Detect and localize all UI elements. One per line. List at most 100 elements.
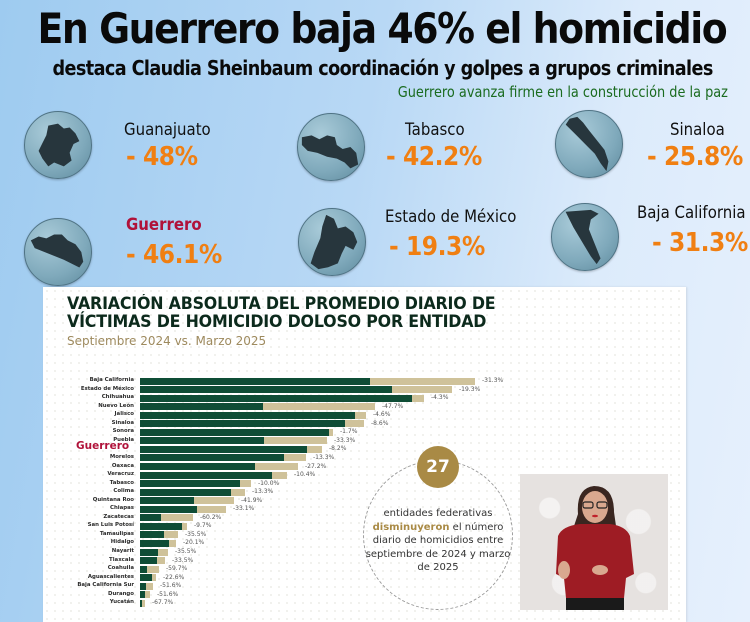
state-name-baja-california: Baja California [637, 203, 746, 223]
sinaloa-map-icon [555, 110, 623, 178]
row-value-label: -20.1% [183, 539, 205, 547]
bar-march-2025 [140, 565, 147, 573]
chart-row: Colima -13.3% [43, 488, 503, 496]
row-value-label: -35.5% [185, 530, 207, 538]
row-label: Baja California [89, 377, 134, 383]
state-pct-guanajuato: - 48% [126, 142, 198, 172]
row-value-label: -41.9% [241, 496, 263, 504]
bar-september-2024 [140, 565, 159, 573]
chart-row: Nuevo León -47.7% [43, 403, 503, 411]
row-value-label: -27.2% [305, 462, 327, 470]
bar-march-2025 [140, 497, 194, 505]
row-label: Tabasco [109, 479, 134, 486]
bar-september-2024 [140, 591, 150, 599]
chart-title: VARIACIÓN ABSOLUTA DEL PROMEDIO DIARIO D… [67, 294, 496, 331]
row-label: Nuevo León [98, 402, 134, 409]
row-label: Tlaxcala [109, 556, 134, 563]
chart-row: Quintana Roo -41.9% [43, 497, 503, 505]
row-value-label: -67.7% [152, 599, 174, 607]
chart-subtitle: Septiembre 2024 vs. Marzo 2025 [67, 334, 267, 348]
row-label: Quintana Roo [92, 496, 134, 503]
subheadline: destaca Claudia Sheinbaum coordinación y… [52, 56, 714, 80]
bar-march-2025 [140, 557, 157, 565]
state-pct-estado-de-mexico: - 19.3% [389, 232, 485, 262]
row-label: Zacatecas [103, 513, 134, 520]
chart-row: Puebla -33.3% [43, 437, 503, 445]
row-value-label: -4.3% [431, 394, 449, 402]
row-label: Sonora [112, 428, 134, 435]
chart-row: Tabasco -10.0% [43, 480, 503, 488]
chart-row: Jalisco -4.6% [43, 411, 503, 419]
chart-row: Baja California -31.3% [43, 377, 503, 385]
callout-text-before: entidades federativas [383, 508, 493, 519]
bar-march-2025 [140, 403, 263, 411]
row-label: Sinaloa [111, 419, 134, 426]
chart-row: Tlaxcala -33.5% [43, 557, 503, 565]
chart-row: Hidalgo -20.1% [43, 539, 503, 547]
row-label: Aguascalientes [87, 573, 134, 580]
tagline: Guerrero avanza firme en la construcción… [397, 83, 728, 101]
callout-number-badge: 27 [417, 446, 459, 488]
row-label: Baja California Sur [77, 582, 134, 589]
row-value-label: -1.7% [340, 428, 358, 436]
chart-card: VARIACIÓN ABSOLUTA DEL PROMEDIO DIARIO D… [43, 287, 686, 622]
chart-title-line1: VARIACIÓN ABSOLUTA DEL PROMEDIO DIARIO D… [67, 294, 496, 313]
tabasco-map-icon [297, 113, 365, 181]
chart-row: Sonora -1.7% [43, 428, 503, 436]
bar-march-2025 [140, 522, 182, 530]
bar-march-2025 [140, 488, 231, 496]
row-label: Jalisco [114, 411, 134, 418]
chart-row: Chiapas -33.1% [43, 505, 503, 513]
row-label: Tamaulipas [99, 530, 134, 537]
row-value-label: -13.3% [313, 453, 335, 461]
headline: En Guerrero baja 46% el homicidio [37, 4, 728, 53]
bar-september-2024 [140, 514, 193, 522]
chart-row: Chihuahua -4.3% [43, 394, 503, 402]
chart-row: Morelos -13.3% [43, 454, 503, 462]
guerrero-map-icon [24, 218, 92, 286]
row-value-label: -47.7% [382, 402, 404, 410]
bar-march-2025 [140, 582, 146, 590]
bar-september-2024 [140, 599, 145, 607]
row-value-label: -33.1% [233, 505, 255, 513]
row-value-label: -9.7% [194, 522, 212, 530]
chart-row: Guerrero -8.2% [43, 441, 503, 453]
bar-march-2025 [140, 471, 272, 479]
row-label: Durango [107, 590, 134, 597]
row-label: Nayarit [111, 548, 134, 554]
row-value-label: -33.5% [172, 556, 194, 564]
bar-march-2025 [140, 411, 355, 419]
chart-row: Aguascalientes -22.6% [43, 574, 503, 582]
bar-march-2025 [140, 599, 142, 607]
bar-march-2025 [140, 591, 145, 599]
row-label: San Luis Potosí [87, 522, 134, 529]
row-label: Chihuahua [101, 394, 134, 401]
row-label: Hidalgo [110, 539, 134, 546]
bar-march-2025 [140, 420, 345, 428]
state-name-sinaloa: Sinaloa [670, 120, 725, 140]
bar-march-2025 [140, 539, 169, 547]
bar-march-2025 [140, 377, 370, 385]
state-name-tabasco: Tabasco [405, 120, 465, 140]
state-name-guerrero: Guerrero [126, 215, 202, 235]
chart-row: Oaxaca -27.2% [43, 463, 503, 471]
chart-row: Durango -51.6% [43, 591, 503, 599]
row-label: Yucatán [109, 599, 134, 606]
bar-march-2025 [140, 514, 161, 522]
chart-row: San Luis Potosí -9.7% [43, 522, 503, 530]
bar-march-2025 [140, 394, 412, 402]
row-label: Coahuila [107, 565, 134, 572]
callout-text-emphasis: disminuyeron [372, 521, 450, 533]
chart-row: Zacatecas -60.2% [43, 514, 503, 522]
bar-september-2024 [140, 582, 153, 590]
row-label: Veracruz [107, 471, 134, 478]
state-name-estado-de-mexico: Estado de México [385, 207, 517, 227]
bar-march-2025 [140, 437, 264, 445]
row-label: Colima [113, 488, 134, 495]
state-pct-sinaloa: - 25.8% [647, 142, 743, 172]
row-label: Morelos [109, 453, 134, 460]
state-pct-baja-california: - 31.3% [652, 228, 748, 258]
row-value-label: -8.6% [371, 419, 389, 427]
row-value-label: -10.4% [294, 471, 316, 479]
chart-row: Yucatán -67.7% [43, 599, 503, 607]
